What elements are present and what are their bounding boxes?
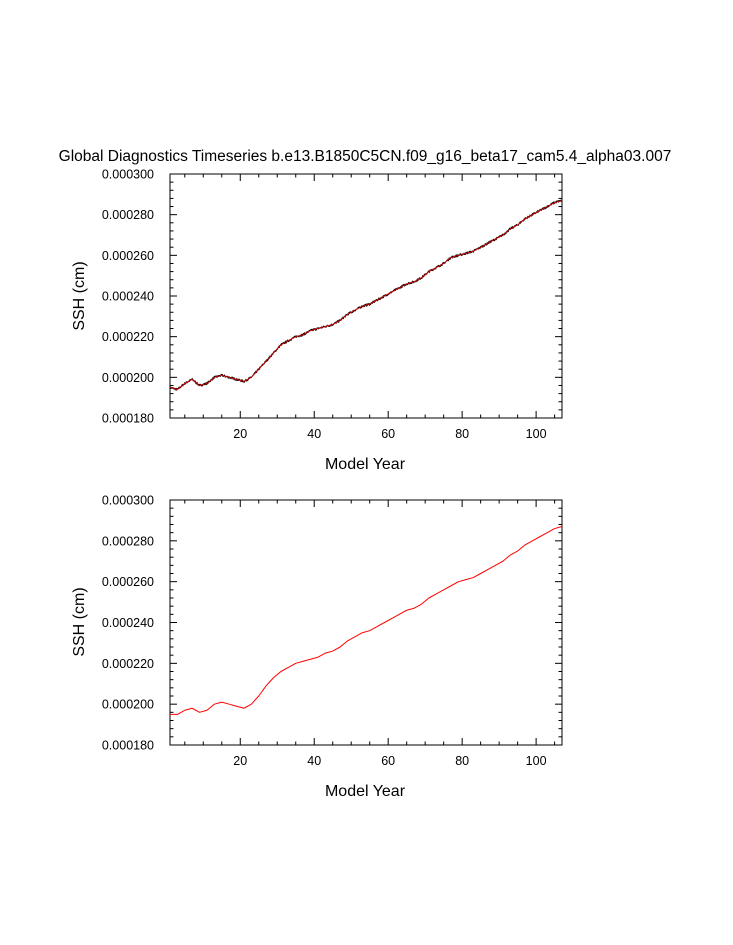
bottom-plot-frame xyxy=(169,499,563,746)
top-y-tick-label: 0.000200 xyxy=(102,371,154,385)
bottom-x-axis-label: Model Year xyxy=(325,783,406,800)
top-y-tick-label: 0.000220 xyxy=(102,330,154,344)
bottom-y-tick-label: 0.000200 xyxy=(102,698,154,712)
bottom-x-tick-label: 20 xyxy=(233,754,247,768)
top-x-tick-label: 40 xyxy=(307,427,321,441)
bottom-y-tick-label: 0.000300 xyxy=(102,494,154,508)
top-x-tick-label: 20 xyxy=(233,427,247,441)
top-series-line-annual-mean xyxy=(169,199,563,391)
bottom-x-tick-label: 60 xyxy=(381,754,395,768)
top-y-tick-label: 0.000240 xyxy=(102,290,154,304)
top-plot-frame xyxy=(169,173,563,419)
bottom-panel: SSH (cm) Model Year 0.000180 0.000200 0.00… xyxy=(71,494,563,800)
bottom-y-tick-label: 0.000220 xyxy=(102,657,154,671)
bottom-series-line-smoothed xyxy=(170,526,563,715)
top-panel: SSH (cm) Model Year 0.000180 0.000200 0.00… xyxy=(71,168,563,473)
bottom-y-tick-label: 0.000280 xyxy=(102,534,154,548)
top-x-tick-label: 60 xyxy=(381,427,395,441)
top-y-tick-label: 0.000300 xyxy=(102,168,154,182)
bottom-y-tick-label: 0.000180 xyxy=(102,739,154,753)
top-y-axis-label: SSH (cm) xyxy=(71,261,88,330)
top-y-tick-label: 0.000280 xyxy=(102,208,154,222)
top-x-tick-label: 100 xyxy=(526,427,547,441)
bottom-y-tick-label: 0.000240 xyxy=(102,616,154,630)
top-series-line-monthly xyxy=(169,199,563,391)
top-y-tick-label: 0.000260 xyxy=(102,249,154,263)
top-y-tick-label: 0.000180 xyxy=(102,412,154,426)
bottom-x-tick-label: 80 xyxy=(455,754,469,768)
bottom-y-tick-label: 0.000260 xyxy=(102,575,154,589)
top-x-axis-label: Model Year xyxy=(325,456,406,473)
figure-title: Global Diagnostics Timeseries b.e13.B185… xyxy=(59,148,672,165)
bottom-y-axis-label: SSH (cm) xyxy=(71,587,88,656)
bottom-x-tick-label: 40 xyxy=(307,754,321,768)
bottom-x-tick-label: 100 xyxy=(526,754,547,768)
top-x-tick-label: 80 xyxy=(455,427,469,441)
